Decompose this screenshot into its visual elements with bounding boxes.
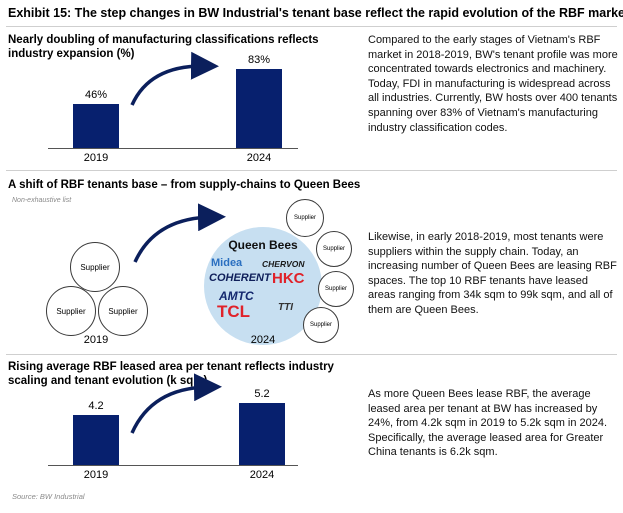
supplier-circle: Supplier	[70, 242, 120, 292]
growth-arrow-2	[133, 203, 226, 263]
source-note: Source: BW Industrial	[12, 492, 85, 501]
growth-arrow-3	[130, 373, 222, 434]
bar-2024	[236, 69, 282, 148]
brand-logo-tcl: TCL	[217, 302, 251, 321]
title-divider	[6, 26, 617, 27]
x-axis-line	[48, 148, 298, 149]
brand-logo-hkc: HKC	[272, 270, 305, 287]
brand-logo-coherent: COHERENT	[209, 272, 271, 284]
data-label-2024: 5.2	[254, 387, 270, 400]
growth-arrow-1	[130, 51, 219, 106]
exhibit-title: Exhibit 15: The step changes in BW Indus…	[8, 6, 623, 20]
x-tick-label-2024: 2024	[249, 469, 275, 481]
section-1-description: Compared to the early stages of Vietnam'…	[368, 34, 618, 134]
section-divider-1	[6, 170, 617, 171]
section-3-description: As more Queen Bees lease RBF, the averag…	[368, 388, 608, 459]
x-tick-label-2019: 2019	[83, 469, 109, 481]
year-label-2019: 2019	[83, 334, 109, 346]
x-tick-label-2024: 2024	[246, 152, 272, 164]
brand-logo-chervon: CHERVON	[262, 259, 305, 269]
supplier-circle: Supplier	[46, 286, 96, 336]
data-label-2024: 83%	[247, 54, 271, 67]
bar-2019	[73, 104, 119, 148]
supplier-circle: Supplier	[286, 199, 324, 237]
brand-logo-amtc: AMTC	[219, 289, 254, 303]
x-axis-line	[48, 465, 298, 466]
x-tick-label-2019: 2019	[83, 152, 109, 164]
supplier-circle: Supplier	[98, 286, 148, 336]
non-exhaustive-note: Non-exhaustive list	[12, 197, 72, 204]
section-2-title: A shift of RBF tenants base – from suppl…	[8, 179, 361, 191]
brand-logo-midea: Midea	[211, 257, 243, 269]
section-3-title: Rising average RBF leased area per tenan…	[8, 361, 334, 387]
data-label-2019: 46%	[84, 89, 108, 102]
bar-2019	[73, 414, 119, 465]
brand-logo-tti: TTI	[278, 302, 293, 313]
year-label-2024: 2024	[250, 334, 276, 346]
section-1-title: Nearly doubling of manufacturing classif…	[8, 34, 319, 60]
supplier-circle: Supplier	[303, 307, 339, 343]
data-label-2019: 4.2	[88, 399, 104, 412]
section-divider-2	[6, 354, 617, 355]
section-2-description: Likewise, in early 2018-2019, most tenan…	[368, 231, 617, 316]
queen-bees-circle	[204, 227, 322, 345]
supplier-circle: Supplier	[316, 231, 352, 267]
supplier-circle: Supplier	[318, 271, 354, 307]
queen-bees-label: Queen Bees	[228, 238, 298, 252]
bar-2024	[239, 402, 285, 465]
